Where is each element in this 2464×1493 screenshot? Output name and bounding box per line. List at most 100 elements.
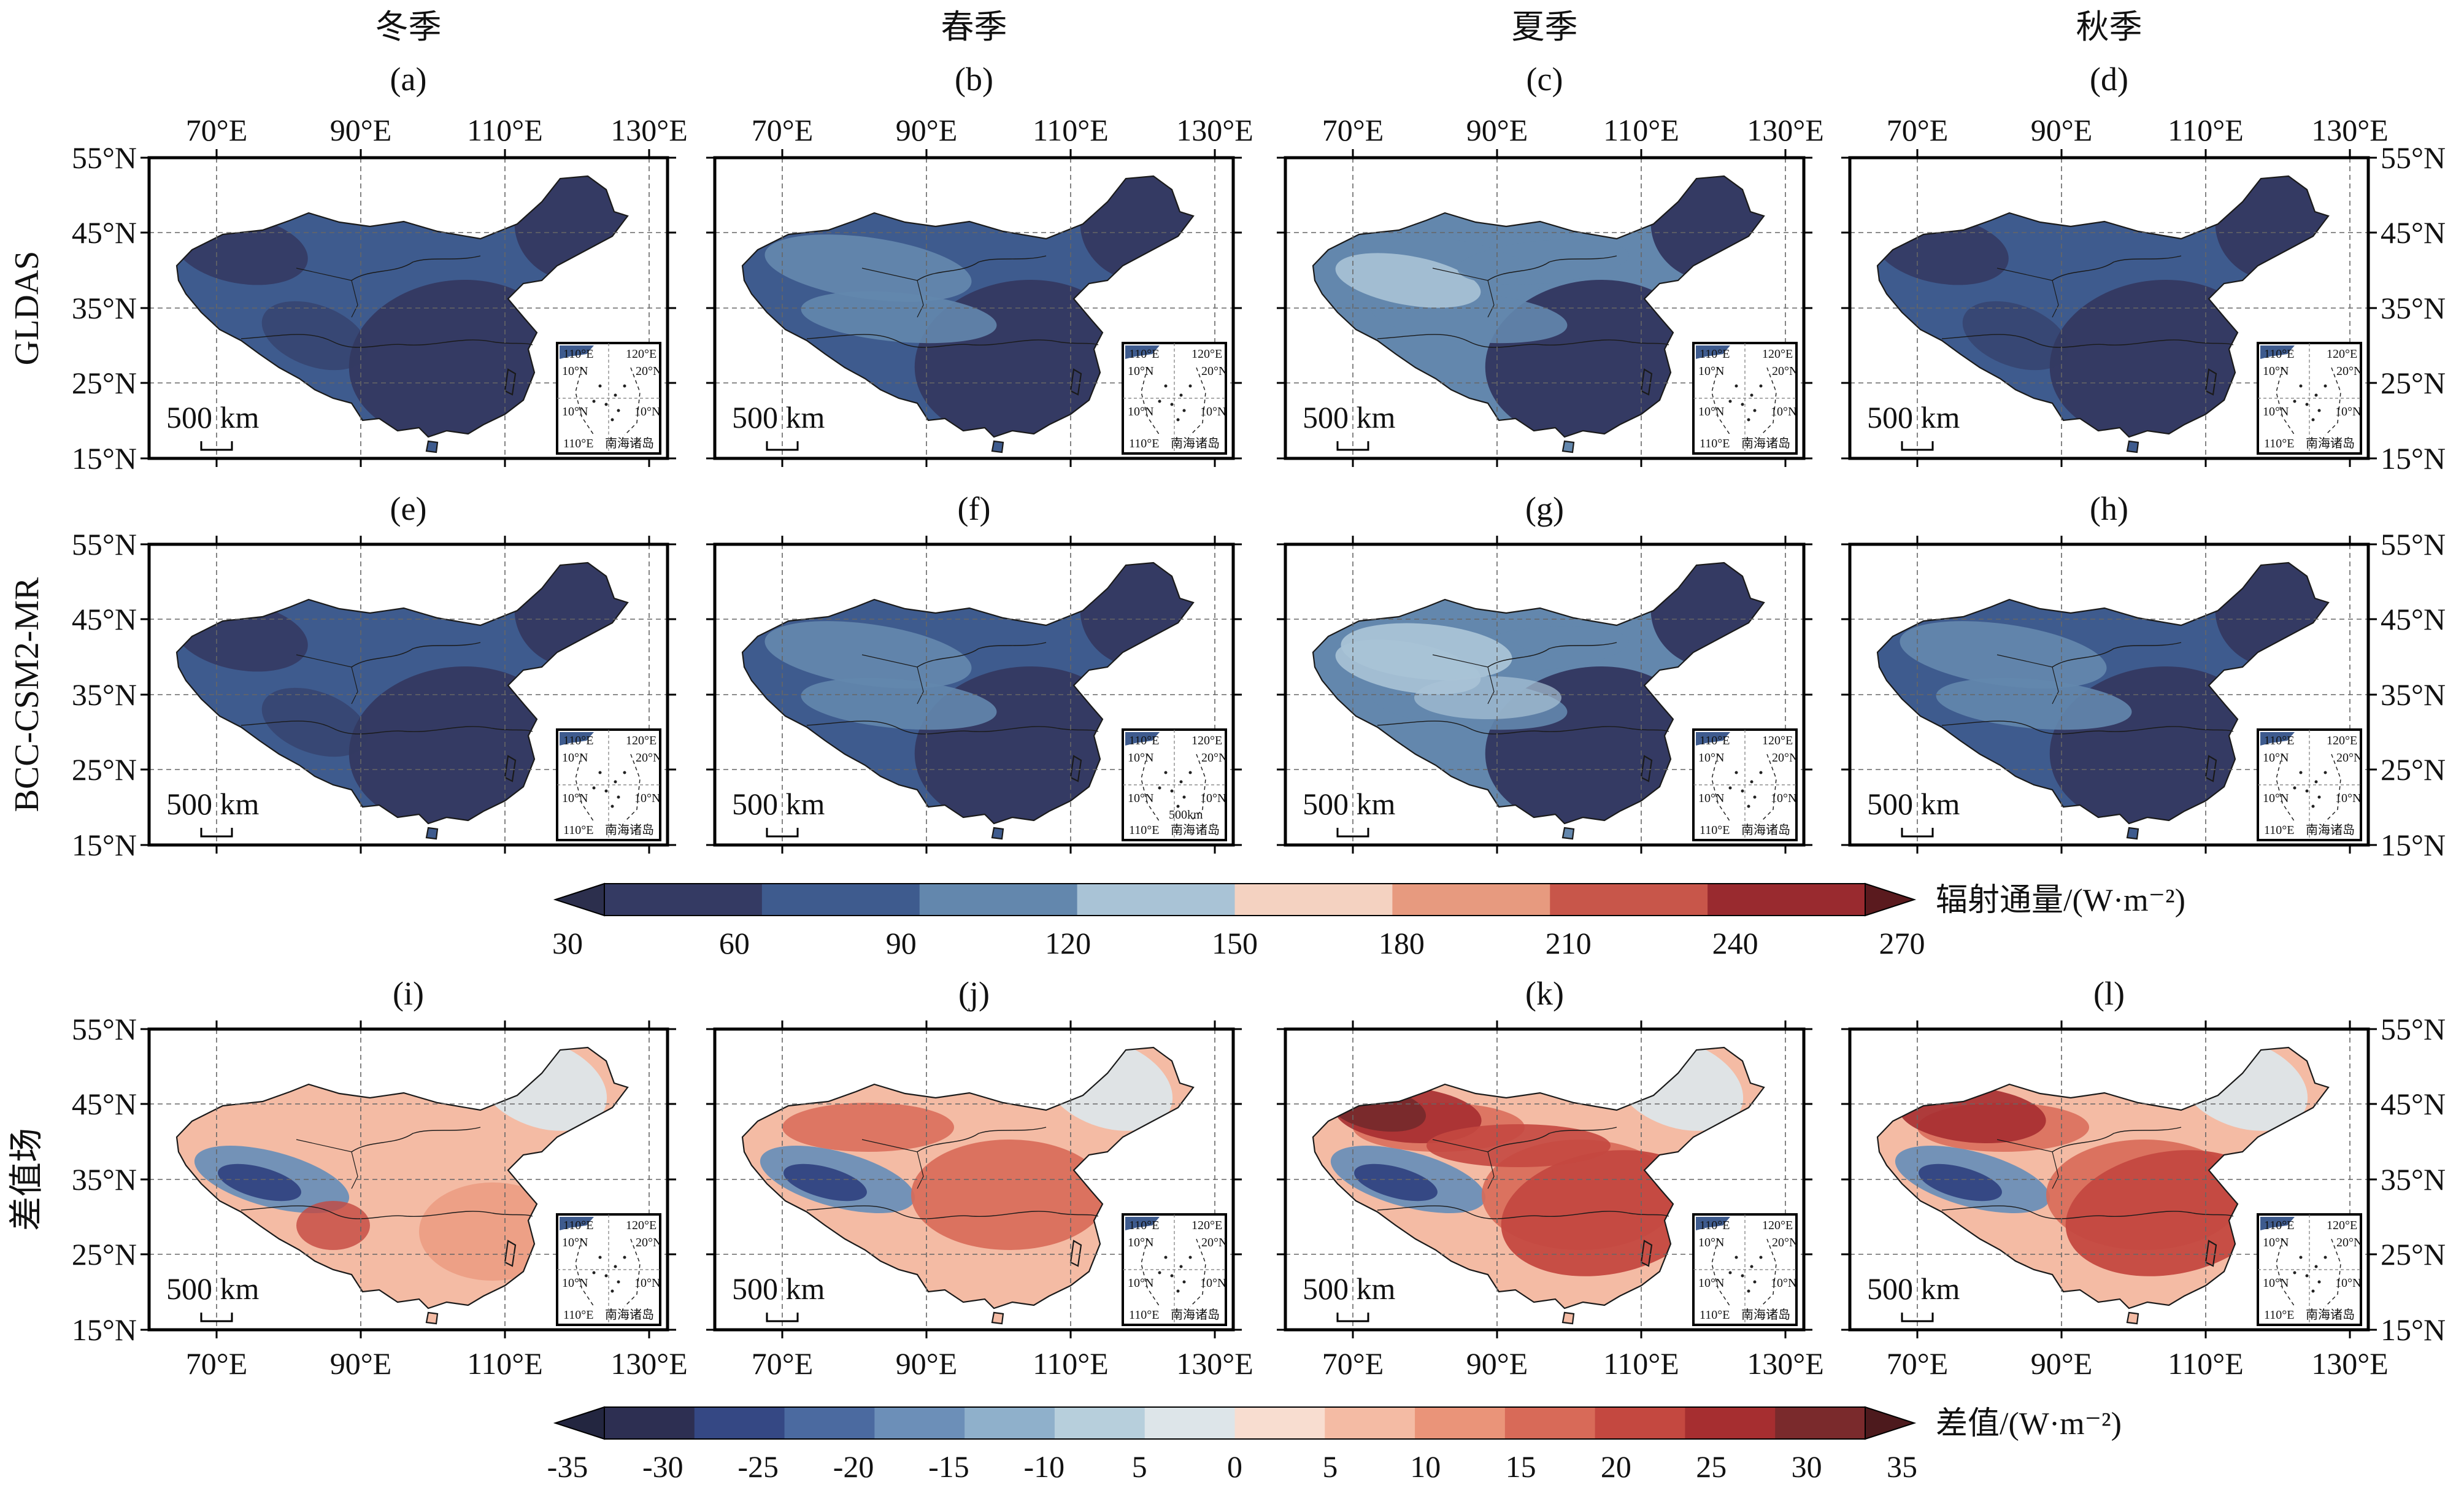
inset-lon-label: 120°E: [1192, 1219, 1222, 1232]
river-line: [241, 334, 533, 348]
colorbar-tick-label: 120: [1045, 926, 1091, 960]
lon-tick-label: 70°E: [1322, 1346, 1384, 1381]
lat-tick-label: 45°N: [72, 602, 137, 636]
inset-island: [1750, 1265, 1754, 1268]
inset-lat-label: 20°N: [636, 1236, 661, 1249]
panel-label: (f): [958, 490, 991, 527]
colorbar-tick-label: 20: [1601, 1449, 1631, 1484]
inset-lon-label: 120°E: [2327, 1219, 2357, 1232]
lon-tick-label: 70°E: [752, 1346, 814, 1381]
lon-tick-label: 90°E: [1466, 1346, 1528, 1381]
inset-island: [1182, 409, 1186, 412]
map-panel: 500 km 110°E 120°E 10°N 20°N 10°N 10°N 110°E 南海诸…: [706, 9, 1253, 467]
colorbar-segment: [1144, 1407, 1235, 1439]
field-region-north: [782, 1103, 954, 1152]
inset-lon-label: 110°E: [1129, 347, 1159, 361]
inset-lat-label: 20°N: [1772, 365, 1798, 378]
scale-bar: [1901, 828, 1934, 838]
inset-lat-label: 10°N: [562, 751, 588, 765]
map-panel: 500 km 110°E 120°E 10°N 20°N 10°N 10°N 110°E 南海诸…: [1277, 9, 1824, 467]
inset-lat-label: 20°N: [636, 365, 661, 378]
inset-island: [2323, 771, 2327, 774]
region-boundary: [1996, 1139, 2059, 1189]
inset-lat-label: 10°N: [1698, 751, 1724, 765]
inset-dashed-line: [575, 1238, 641, 1307]
lon-tick-label: 90°E: [896, 113, 958, 147]
inset-lat-label: 10°N: [562, 1276, 588, 1290]
field-region-sichuan: [296, 1201, 370, 1250]
south-china-sea-inset: 110°E 120°E 10°N 20°N 10°N 10°N 110°E 南海诸岛: [1122, 1213, 1227, 1326]
river-line: [241, 720, 533, 735]
inset-island: [1728, 1271, 1732, 1275]
lat-tick-label: 25°N: [2381, 752, 2446, 787]
colorbar-tick-label: 180: [1379, 926, 1425, 960]
inset-lat-label: 10°N: [1771, 1276, 1796, 1290]
scale-bar-label: 500 km: [1867, 400, 1960, 434]
colorbar-tick-label: 60: [719, 926, 750, 960]
china-boundary: [741, 1046, 1195, 1325]
inset-caption: 南海诸岛: [2306, 1308, 2355, 1322]
inset-lon-label: 120°E: [626, 347, 656, 361]
inset-lat-label: 10°N: [2263, 751, 2289, 765]
inset-island: [1753, 1280, 1757, 1284]
inset-lon-label: 120°E: [1762, 1219, 1793, 1232]
inset-coast: [1696, 345, 1730, 359]
lon-tick-label: 90°E: [2031, 1346, 2093, 1381]
inset-caption: 南海诸岛: [1741, 436, 1790, 450]
lon-tick-label: 110°E: [467, 1346, 543, 1381]
inset-island: [1179, 780, 1183, 784]
colorbar-difference: -35 -30 -25 -20 -15 -10 5 0 5 10 15 20 25 30 35 差值/(W·m…: [547, 1406, 2122, 1484]
panel-label: (a): [390, 61, 427, 98]
inset-lat-label: 10°N: [2263, 1236, 2289, 1249]
inset-lon-label: 110°E: [1700, 824, 1730, 837]
inset-lat-label: 10°N: [1200, 792, 1226, 805]
colorbar-tick-label: -15: [928, 1449, 969, 1484]
colorbar-segment: [1707, 884, 1866, 916]
inset-island: [1170, 403, 1174, 406]
lon-tick-label: 90°E: [330, 1346, 392, 1381]
inset-lat-label: 20°N: [1772, 1236, 1798, 1249]
inset-lat-label: 10°N: [634, 405, 660, 419]
inset-lon-label: 110°E: [2264, 734, 2294, 747]
inset-island: [1158, 1271, 1161, 1275]
colorbar-tick-label: 210: [1546, 926, 1592, 960]
lat-tick-label: 35°N: [2381, 677, 2446, 712]
inset-island: [617, 1280, 620, 1284]
inset-island: [1753, 409, 1757, 412]
inset-dashed-line: [575, 754, 641, 822]
lon-tick-label: 110°E: [1033, 113, 1109, 147]
south-china-sea-inset: 110°E 120°E 10°N 20°N 10°N 10°N 110°E 南海诸岛: [1122, 342, 1227, 455]
inset-island: [1741, 1274, 1744, 1278]
inset-island: [2311, 804, 2315, 808]
river-line: [351, 255, 481, 281]
season-title: 秋季: [2076, 9, 2143, 45]
inset-lon-label: 110°E: [563, 1308, 593, 1322]
inset-island: [623, 771, 626, 774]
inset-lat-label: 10°N: [1128, 365, 1153, 378]
inset-island: [617, 795, 620, 799]
colorbar-tick-label: 5: [1132, 1449, 1147, 1484]
inset-lon-label: 110°E: [1700, 437, 1730, 450]
inset-island: [617, 409, 620, 412]
colorbar-segment: [1234, 1407, 1325, 1439]
inset-island: [604, 1274, 608, 1278]
inset-lon-label: 110°E: [2264, 824, 2294, 837]
inset-island: [1750, 393, 1754, 397]
inset-island: [2323, 384, 2327, 388]
inset-caption: 南海诸岛: [605, 436, 654, 450]
inset-lat-label: 10°N: [1128, 1276, 1153, 1290]
inset-lat-label: 20°N: [1201, 365, 1227, 378]
lat-tick-label: 15°N: [2381, 1313, 2446, 1347]
colorbar-segment: [604, 1407, 695, 1439]
colorbar-tick-label: -35: [547, 1449, 588, 1484]
field-region-southeast: [348, 279, 563, 441]
colorbar-tick-label: 0: [1227, 1449, 1242, 1484]
inset-coast: [2260, 345, 2295, 359]
inset-island: [1741, 403, 1744, 406]
field-region-west: [1335, 253, 1481, 308]
inset-island: [2299, 384, 2303, 388]
inset-island: [1753, 795, 1757, 799]
scale-bar: [766, 828, 799, 838]
region-boundary: [296, 268, 358, 318]
